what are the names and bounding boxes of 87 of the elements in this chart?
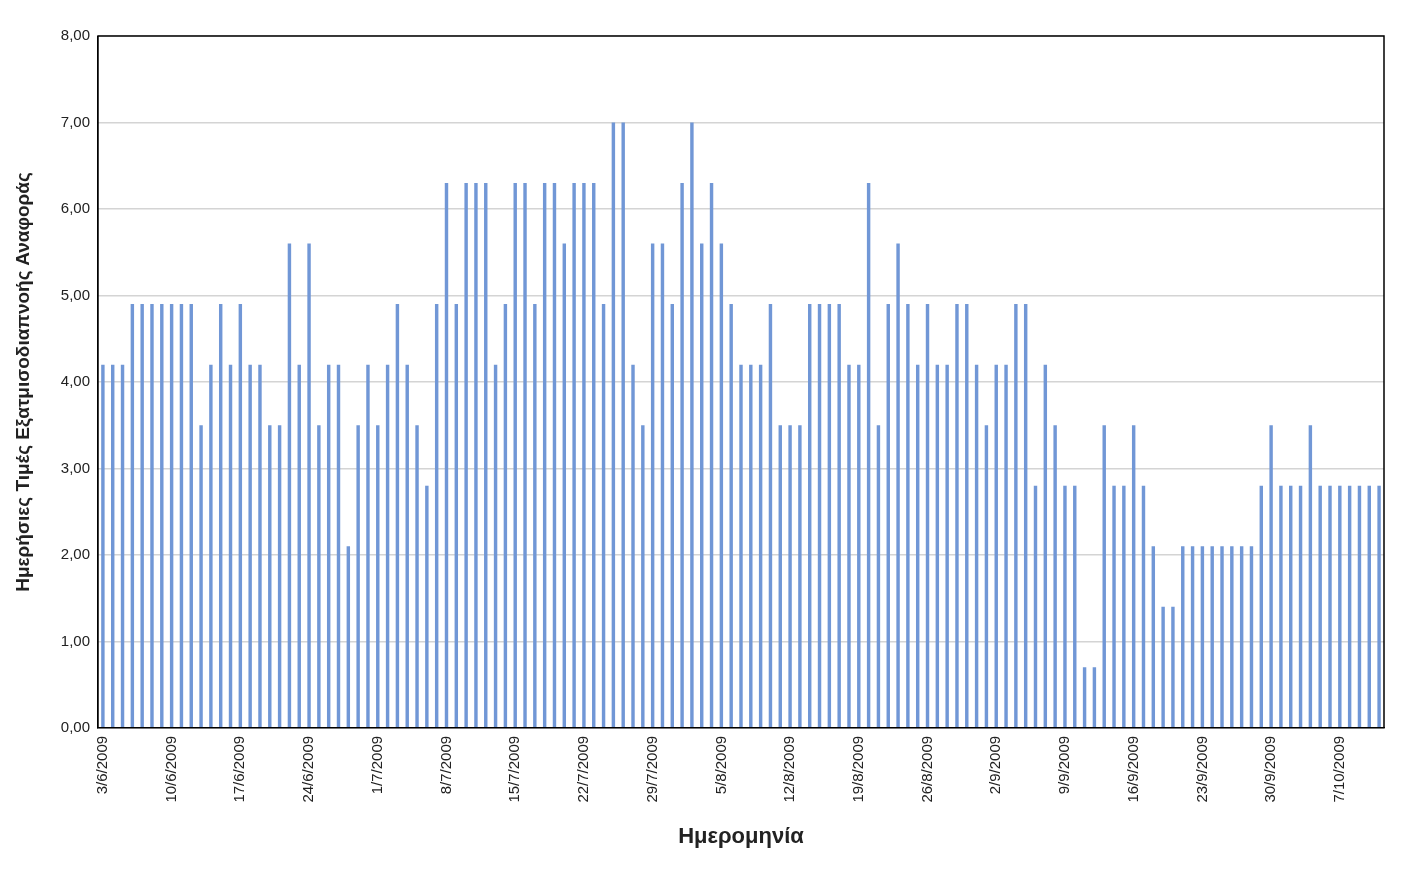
x-tick-label: 23/9/2009 [1192, 735, 1210, 803]
bar [1122, 485, 1126, 728]
bar [1230, 546, 1234, 728]
bar [690, 122, 694, 728]
bar [798, 425, 802, 728]
x-tick-label: 22/7/2009 [574, 735, 592, 803]
bar [906, 304, 910, 728]
bar [1171, 606, 1175, 728]
x-tick-label: 2/9/2009 [986, 735, 1004, 795]
bar [366, 364, 370, 728]
bar [788, 425, 792, 728]
y-tick-label: 0,00 [60, 718, 90, 736]
bar [474, 183, 478, 728]
x-tick-label: 10/6/2009 [161, 735, 179, 803]
x-tick-label: 30/9/2009 [1261, 735, 1279, 803]
y-tick-label: 2,00 [60, 545, 90, 563]
bar [464, 183, 468, 728]
bar [955, 304, 959, 728]
bar [199, 425, 203, 728]
bar [896, 243, 900, 728]
bar [1161, 606, 1165, 728]
y-tick-label: 1,00 [60, 631, 90, 649]
bar [837, 304, 841, 728]
bar [150, 304, 154, 728]
x-tick-label: 12/8/2009 [780, 735, 798, 803]
bar [965, 304, 969, 728]
x-tick-label: 9/9/2009 [1055, 735, 1073, 795]
bar [101, 364, 105, 728]
bar [945, 364, 949, 728]
bar [248, 364, 252, 728]
bar [680, 183, 684, 728]
bar [1014, 304, 1018, 728]
bar [572, 183, 576, 728]
bar [140, 304, 144, 728]
bar [1338, 485, 1342, 728]
bar [729, 304, 733, 728]
x-tick-label: 29/7/2009 [642, 735, 660, 803]
bar [1269, 425, 1273, 728]
bar [621, 122, 625, 728]
bar [209, 364, 213, 728]
x-tick-label: 17/6/2009 [230, 735, 248, 803]
y-tick-label: 7,00 [60, 112, 90, 130]
y-tick-label: 6,00 [60, 199, 90, 217]
bar [1377, 485, 1381, 728]
bar [523, 183, 527, 728]
y-tick-label: 8,00 [60, 26, 90, 44]
bar [739, 364, 743, 728]
bar [1220, 546, 1224, 728]
x-tick-label: 26/8/2009 [917, 735, 935, 803]
x-tick-label: 15/7/2009 [505, 735, 523, 803]
y-tick-label: 4,00 [60, 372, 90, 390]
x-tick-label: 1/7/2009 [367, 735, 385, 795]
bar [857, 364, 861, 728]
bar [425, 485, 429, 728]
y-axis-title: Ημερήσιες Τιμές Εξατμισοδιαπνοής Αναφοράς [11, 171, 34, 592]
bar [268, 425, 272, 728]
bar [160, 304, 164, 728]
bar [258, 364, 262, 728]
bar [513, 183, 517, 728]
bar [307, 243, 311, 728]
bar [1053, 425, 1057, 728]
x-tick-label: 19/8/2009 [848, 735, 866, 803]
bar [749, 364, 753, 728]
bar [1210, 546, 1214, 728]
bar [847, 364, 851, 728]
x-tick-label: 16/9/2009 [1123, 735, 1141, 803]
x-axis-title: Ημερομηνία [678, 822, 805, 848]
bar [1063, 485, 1067, 728]
bar [1318, 485, 1322, 728]
bar [533, 304, 537, 728]
bar [1279, 485, 1283, 728]
x-tick-label: 3/6/2009 [93, 735, 111, 795]
bar [317, 425, 321, 728]
bar [356, 425, 360, 728]
bar [582, 183, 586, 728]
bar [415, 425, 419, 728]
bar [641, 425, 645, 728]
x-tick-label: 8/7/2009 [436, 735, 454, 795]
bar [631, 364, 635, 728]
y-tick-label: 5,00 [60, 285, 90, 303]
bar [1328, 485, 1332, 728]
bar [1112, 485, 1116, 728]
x-tick-label: 7/10/2009 [1329, 735, 1347, 803]
y-tick-label: 3,00 [60, 458, 90, 476]
bar [1004, 364, 1008, 728]
x-tick-label: 24/6/2009 [299, 735, 317, 803]
x-tick-label: 5/8/2009 [711, 735, 729, 795]
